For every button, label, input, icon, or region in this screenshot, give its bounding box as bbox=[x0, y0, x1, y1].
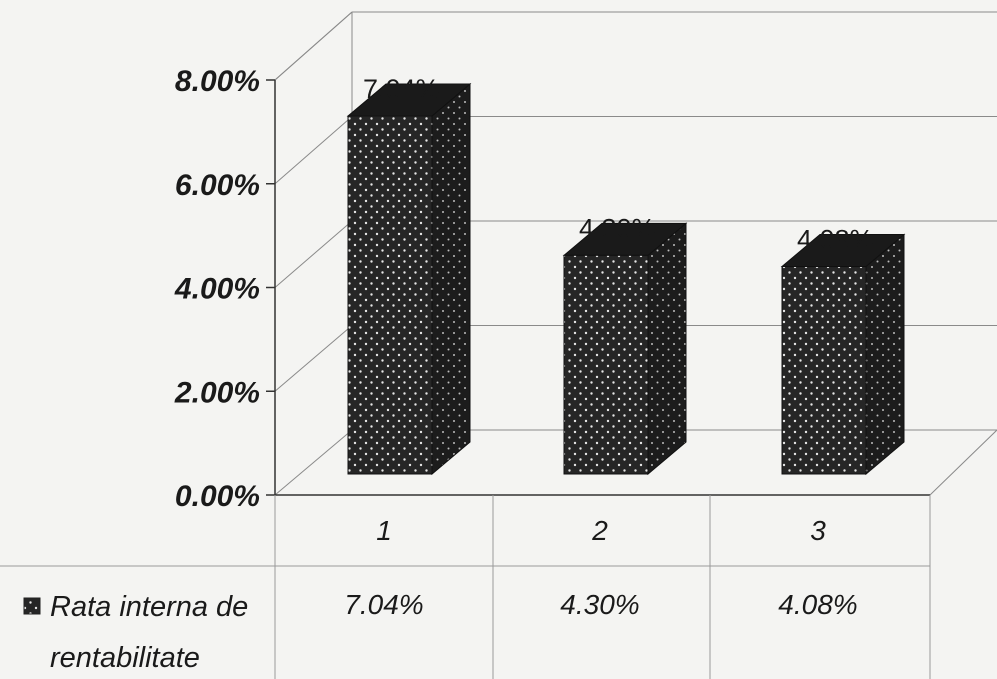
bar-2 bbox=[562, 222, 688, 476]
bar-front-face bbox=[347, 115, 433, 475]
y-tick-label: 2.00% bbox=[174, 376, 260, 409]
gridline-side bbox=[274, 220, 353, 288]
bar-side-face bbox=[647, 222, 687, 476]
table-cell-value: 4.08% bbox=[778, 589, 857, 620]
legend: Rata interna de rentabilitate bbox=[23, 591, 248, 674]
y-tick-label: 4.00% bbox=[174, 273, 260, 306]
gridline-side bbox=[274, 325, 353, 392]
bar-side-face bbox=[865, 233, 905, 476]
table-cell-value: 4.30% bbox=[560, 589, 639, 620]
x-axis-ticks: 1 2 3 bbox=[376, 515, 826, 546]
y-tick-label: 0.00% bbox=[175, 480, 260, 513]
y-tick-label: 6.00% bbox=[175, 169, 260, 202]
y-axis-ticks: 0.00% 2.00% 4.00% 6.00% 8.00% bbox=[174, 65, 275, 513]
data-table-values: 7.04% 4.30% 4.08% bbox=[344, 589, 857, 620]
data-table-grid bbox=[0, 495, 931, 679]
x-tick-label: 1 bbox=[376, 515, 392, 546]
data-label: 4.08% bbox=[797, 225, 874, 255]
data-label: 7.04% bbox=[363, 74, 440, 104]
bar-1 bbox=[346, 82, 472, 476]
bar-front-face bbox=[563, 254, 649, 475]
legend-label-line1: Rata interna de bbox=[50, 591, 248, 623]
bar-3 bbox=[780, 233, 906, 476]
floor-right-edge bbox=[929, 429, 997, 496]
table-cell-value: 7.04% bbox=[344, 589, 423, 620]
bars: 7.04% 4.30% 4.08% bbox=[346, 74, 906, 476]
bar-side-face bbox=[431, 82, 471, 476]
gridline-side bbox=[274, 116, 353, 185]
x-tick-label: 2 bbox=[591, 515, 608, 546]
x-tick-label: 3 bbox=[810, 515, 826, 546]
floor-left-edge bbox=[274, 429, 353, 496]
legend-swatch bbox=[23, 597, 41, 615]
y-tick-label: 8.00% bbox=[175, 65, 260, 98]
gridline-side bbox=[274, 11, 353, 81]
data-label: 4.30% bbox=[579, 213, 656, 243]
legend-label-line2: rentabilitate bbox=[50, 642, 200, 674]
bar-front-face bbox=[781, 266, 867, 475]
